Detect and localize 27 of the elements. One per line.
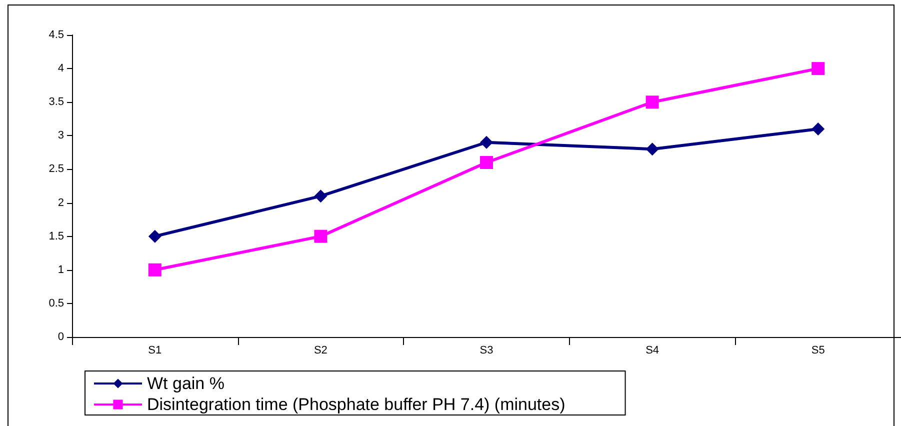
x-tick-label: S4 (646, 344, 660, 356)
y-tick-label: 0 (58, 331, 64, 343)
x-tick-label: S3 (480, 344, 494, 356)
point (148, 230, 162, 243)
y-tick-label: 3.5 (48, 96, 64, 108)
point (314, 190, 328, 203)
y-tick-label: 1.5 (48, 230, 64, 242)
y-tick-label: 3 (58, 130, 64, 142)
y-tick-label: 0.5 (48, 297, 64, 310)
x-tick-label: S2 (314, 344, 328, 356)
y-tick-label: 2 (58, 196, 64, 209)
point (812, 122, 825, 136)
y-tick-label: 1 (58, 264, 64, 276)
point (480, 156, 493, 170)
point (148, 263, 162, 276)
x-tick-label: S1 (148, 344, 162, 356)
point (646, 96, 659, 109)
y-tick-label: 2.5 (48, 163, 64, 176)
point (812, 62, 825, 76)
point (480, 136, 493, 149)
y-tick-label: 4 (58, 62, 64, 75)
x-tick-label: S5 (811, 344, 825, 356)
legend-label: Wt gain % (147, 374, 224, 393)
y-tick-label: 4.5 (48, 29, 64, 41)
point (314, 230, 328, 243)
point (646, 142, 659, 156)
legend-label: Disintegration time (Phosphate buffer PH 7.4) (minutes) (147, 395, 566, 414)
